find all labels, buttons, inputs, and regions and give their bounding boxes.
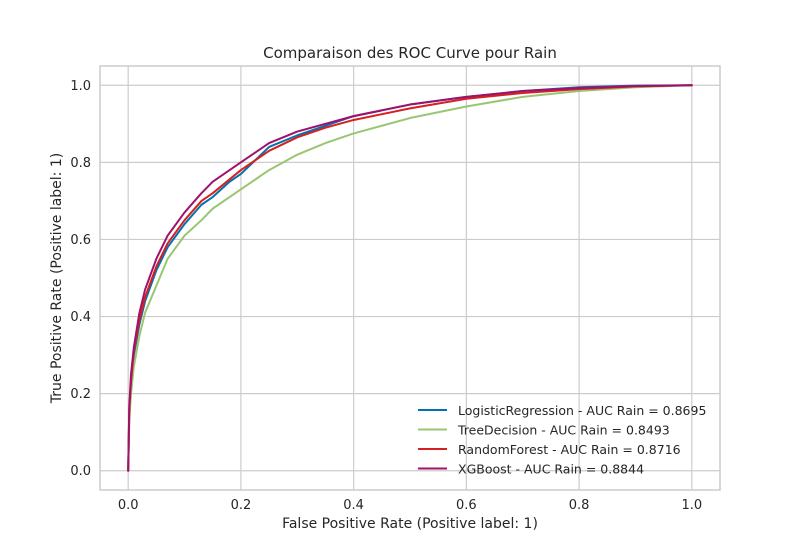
- x-tick-label: 0.2: [231, 498, 252, 513]
- x-tick-label: 0.0: [118, 498, 139, 513]
- legend-label: LogisticRegression - AUC Rain = 0.8695: [458, 403, 706, 418]
- y-tick-label: 0.0: [70, 464, 91, 479]
- legend: LogisticRegression - AUC Rain = 0.8695 Tr…: [418, 403, 706, 477]
- roc-curve-2: [127, 84, 693, 472]
- y-tick-labels: 0.0 0.2 0.4 0.6 0.8 1.0: [70, 79, 91, 479]
- grid: [100, 66, 720, 490]
- chart-title: Comparaison des ROC Curve pour Rain: [263, 44, 557, 62]
- y-tick-label: 0.4: [70, 310, 91, 325]
- x-tick-label: 0.4: [343, 498, 364, 513]
- y-tick-label: 0.8: [70, 156, 91, 171]
- x-tick-label: 1.0: [681, 498, 702, 513]
- roc-curve-3: [127, 84, 693, 472]
- legend-label: TreeDecision - AUC Rain = 0.8493: [457, 423, 670, 438]
- plot-frame: [99, 65, 721, 491]
- y-tick-label: 0.2: [70, 387, 91, 402]
- x-axis-label: False Positive Rate (Positive label: 1): [282, 516, 538, 532]
- y-axis-label: True Positive Rate (Positive label: 1): [49, 153, 65, 404]
- x-tick-labels: 0.0 0.2 0.4 0.6 0.8 1.0: [118, 498, 702, 513]
- y-tick-label: 0.6: [70, 233, 91, 248]
- y-tick-label: 1.0: [70, 79, 91, 94]
- series-layer: [127, 84, 693, 472]
- legend-label: XGBoost - AUC Rain = 0.8844: [458, 462, 644, 477]
- roc-curve-4: [127, 84, 693, 472]
- x-tick-label: 0.6: [456, 498, 477, 513]
- x-tick-label: 0.8: [569, 498, 590, 513]
- plot-background: [100, 66, 720, 490]
- legend-label: RandomForest - AUC Rain = 0.8716: [458, 442, 681, 457]
